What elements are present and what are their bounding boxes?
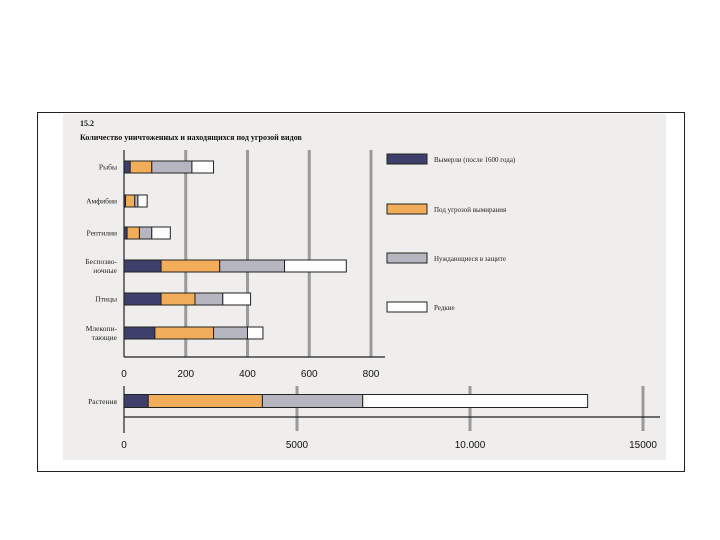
category-label: Амфибии bbox=[86, 197, 117, 206]
bar-segment bbox=[147, 394, 263, 408]
category-label: ночные bbox=[93, 266, 117, 275]
legend-label: Вымерли (после 1600 года) bbox=[434, 156, 516, 164]
bar-segment bbox=[284, 259, 347, 273]
bar-segment bbox=[125, 194, 136, 208]
x-tick-label: 0 bbox=[121, 440, 127, 451]
category-label: Беспозво- bbox=[85, 257, 117, 266]
bar-segment bbox=[160, 259, 221, 273]
bar-segment bbox=[123, 259, 162, 273]
bar-segment bbox=[213, 326, 249, 340]
bar-segment bbox=[151, 226, 171, 240]
bar-segment bbox=[123, 160, 131, 174]
category-label: Рептилии bbox=[87, 229, 117, 238]
bar-segment bbox=[191, 160, 215, 174]
x-tick-label: 600 bbox=[301, 369, 318, 380]
bar-segment bbox=[129, 160, 153, 174]
legend-label: Редкие bbox=[434, 304, 455, 312]
legend-swatch bbox=[386, 301, 428, 313]
category-label: Млекопи- bbox=[86, 324, 118, 333]
category-label: тающие bbox=[92, 333, 118, 342]
legend-label: Под угрозой вымирания bbox=[434, 206, 507, 214]
bar-segment bbox=[123, 292, 162, 306]
x-tick-label: 10.000 bbox=[455, 440, 486, 451]
bar-segment bbox=[362, 394, 589, 408]
legend-label: Нуждающиеся в защите bbox=[434, 255, 506, 263]
bar-segment bbox=[123, 326, 156, 340]
legend-swatch bbox=[386, 252, 428, 264]
bar-segment bbox=[151, 160, 193, 174]
bar-segment bbox=[154, 326, 215, 340]
bar-segment bbox=[126, 226, 140, 240]
category-label: Птицы bbox=[95, 295, 117, 304]
legend-swatch bbox=[386, 153, 428, 165]
bar-segment bbox=[219, 259, 286, 273]
bar-segment bbox=[160, 292, 196, 306]
legend: Вымерли (после 1600 года) Под угрозой вым… bbox=[386, 153, 516, 313]
bar-segment bbox=[247, 326, 264, 340]
bar-segment bbox=[194, 292, 224, 306]
plants-chart: 0 5000 10.000 15000 Растения bbox=[88, 386, 660, 451]
bar-segment bbox=[222, 292, 252, 306]
x-tick-label: 5000 bbox=[286, 440, 309, 451]
bar-segment bbox=[138, 226, 153, 240]
x-tick-label: 800 bbox=[363, 369, 380, 380]
category-label: Растения bbox=[88, 397, 117, 406]
x-tick-label: 200 bbox=[177, 369, 194, 380]
chart-title: Количество уничтоженных и находящихся по… bbox=[80, 133, 303, 142]
x-tick-label: 400 bbox=[239, 369, 256, 380]
x-tick-label: 0 bbox=[121, 369, 127, 380]
bar-segment bbox=[123, 394, 149, 408]
bar-segment bbox=[137, 194, 148, 208]
bar-segment bbox=[261, 394, 364, 408]
legend-swatch bbox=[386, 203, 428, 215]
animals-chart: 0 200 400 600 800 Рыбы Амфибии Рептилии Беспозво… bbox=[85, 150, 385, 380]
x-tick-label: 15000 bbox=[629, 440, 657, 451]
category-label: Рыбы bbox=[99, 163, 117, 172]
figure-number: 15.2 bbox=[80, 119, 94, 128]
